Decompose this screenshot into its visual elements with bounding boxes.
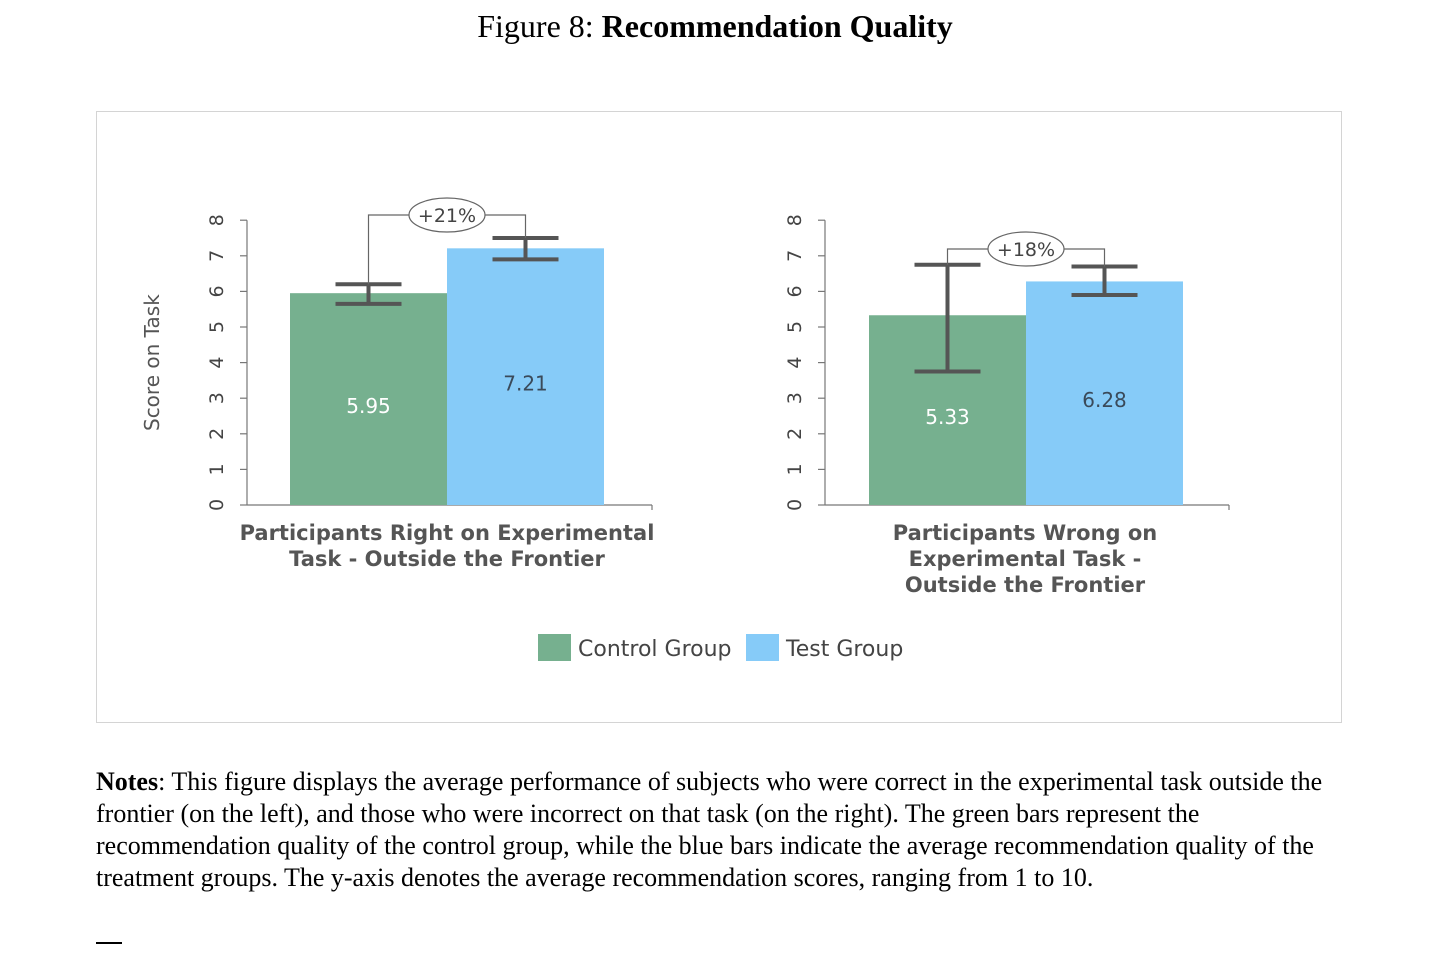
y-axis-label: Score on Task	[140, 294, 164, 431]
y-tick-label: 4	[206, 357, 228, 369]
y-tick-label: 3	[784, 392, 806, 404]
annotation-ellipse	[987, 231, 1065, 267]
y-tick-label: 2	[784, 428, 806, 440]
footnote-rule	[96, 942, 122, 944]
legend-label: Test Group	[785, 637, 903, 662]
y-tick-label: 0	[206, 499, 228, 511]
y-tick-label: 3	[206, 392, 228, 404]
y-tick-label: 1	[784, 463, 806, 475]
bar-test	[1026, 281, 1183, 505]
x-category-label: Outside the Frontier	[905, 573, 1146, 597]
y-tick-label: 5	[784, 321, 806, 333]
notes-label: Notes	[96, 767, 159, 796]
annotation-ellipse	[408, 197, 486, 233]
annotation-label: +21%	[418, 205, 476, 227]
y-tick-label: 8	[206, 214, 228, 226]
bar-control	[290, 293, 447, 505]
chart-frame: Score on Task 0 1 2 3 4 5 6 7 8 5.95 7.21 +21% Partic…	[96, 111, 1342, 723]
y-tick-label: 1	[206, 463, 228, 475]
y-tick-label: 7	[206, 250, 228, 262]
legend-swatch	[746, 634, 779, 661]
x-category-label: Participants Right on Experimental	[240, 521, 655, 545]
y-tick-label: 6	[206, 285, 228, 297]
y-tick-label: 4	[784, 357, 806, 369]
bar-chart: Score on Task 0 1 2 3 4 5 6 7 8 5.95 7.21 +21% Partic…	[140, 197, 1230, 662]
legend-label: Control Group	[578, 637, 732, 662]
figure-title-prefix: Figure 8:	[477, 8, 594, 44]
y-tick-label: 5	[206, 321, 228, 333]
figure-title: Figure 8: Recommendation Quality	[0, 8, 1430, 45]
data-label: 5.33	[925, 405, 970, 429]
x-category-label: Experimental Task -	[909, 547, 1142, 571]
figure-title-bold: Recommendation Quality	[601, 8, 953, 44]
x-category-label: Participants Wrong on	[893, 521, 1158, 545]
y-tick-label: 7	[784, 250, 806, 262]
figure-notes: Notes: This figure displays the average …	[96, 766, 1346, 894]
legend-swatch	[538, 634, 571, 661]
y-tick-label: 8	[784, 214, 806, 226]
data-label: 5.95	[346, 394, 391, 418]
x-category-label: Task - Outside the Frontier	[289, 547, 605, 571]
annotation-label: +18%	[997, 239, 1055, 261]
y-tick-label: 0	[784, 499, 806, 511]
bar-test	[447, 248, 604, 505]
notes-text: : This figure displays the average perfo…	[96, 767, 1323, 892]
data-label: 7.21	[503, 372, 548, 396]
y-tick-label: 6	[784, 285, 806, 297]
data-label: 6.28	[1082, 388, 1127, 412]
y-tick-label: 2	[206, 428, 228, 440]
